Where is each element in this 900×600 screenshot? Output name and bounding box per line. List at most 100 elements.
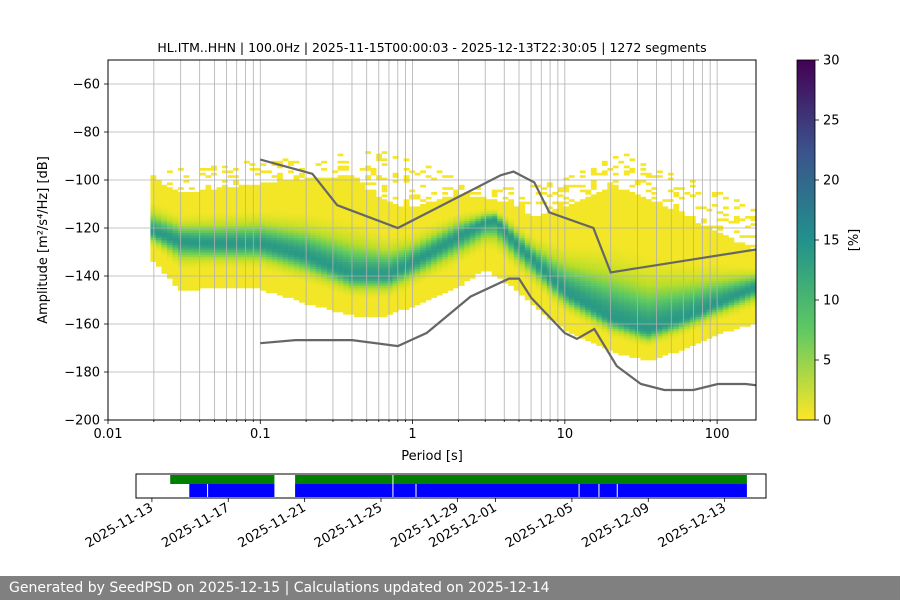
density-cell (623, 242, 630, 246)
density-cell (166, 189, 173, 193)
density-cell (458, 252, 465, 255)
density-cell (656, 324, 663, 327)
density-cell (233, 244, 239, 248)
density-cell (238, 211, 245, 214)
density-cell (398, 283, 404, 286)
density-cell (321, 223, 327, 226)
density-cell (337, 268, 344, 272)
density-cell (398, 278, 404, 282)
density-cell (304, 196, 311, 200)
density-cell (420, 206, 426, 210)
density-cell (656, 333, 663, 337)
density-cell (211, 204, 217, 207)
density-cell (304, 213, 311, 217)
density-cell (425, 228, 432, 231)
density-cell (673, 271, 680, 274)
density-cell (271, 189, 278, 193)
density-cell (337, 264, 344, 267)
density-cell (282, 220, 289, 224)
density-cell (612, 254, 619, 258)
density-cell (458, 232, 465, 236)
density-cell (227, 228, 234, 231)
density-cell (414, 252, 421, 255)
density-cell (249, 213, 256, 217)
density-cell (387, 249, 393, 253)
density-cell (288, 182, 294, 186)
density-cell (271, 268, 278, 272)
density-cell (645, 276, 652, 279)
density-cell (447, 283, 454, 286)
density-cell (585, 259, 592, 262)
density-cell (310, 273, 316, 277)
density-cell (205, 235, 212, 238)
density-cell (640, 180, 647, 183)
density-cell (299, 175, 305, 178)
density-cell (403, 175, 410, 178)
density-cell (579, 280, 586, 284)
density-cell (222, 240, 228, 243)
density-cell (601, 228, 608, 231)
density-cell (502, 276, 509, 279)
density-cell (431, 223, 438, 226)
density-cell (596, 333, 603, 337)
density-cell (244, 184, 250, 188)
density-cell (172, 249, 179, 253)
density-cell (425, 196, 432, 200)
density-cell (640, 352, 647, 356)
density-cell (288, 283, 294, 286)
density-cell (155, 228, 162, 231)
density-cell (277, 273, 283, 277)
density-cell (640, 295, 647, 298)
density-cell (563, 228, 570, 231)
density-cell (618, 208, 625, 212)
density-cell (618, 273, 625, 277)
density-cell (557, 204, 564, 207)
density-cell (188, 225, 195, 229)
density-cell (574, 252, 581, 255)
density-cell (403, 268, 410, 272)
density-cell (519, 247, 526, 250)
density-cell (409, 259, 415, 262)
density-cell (326, 285, 333, 289)
density-cell (315, 204, 322, 207)
density-cell (431, 264, 438, 267)
density-cell (475, 271, 482, 274)
density-cell (255, 271, 261, 274)
density-cell (563, 240, 570, 243)
density-cell (293, 230, 300, 234)
density-cell (299, 288, 305, 291)
density-cell (678, 302, 685, 306)
density-cell (343, 271, 349, 274)
density-cell (216, 199, 223, 202)
density-cell (656, 213, 663, 217)
density-cell (629, 338, 636, 342)
density-cell (166, 228, 173, 231)
density-cell (453, 223, 460, 226)
density-cell (667, 321, 674, 325)
density-cell (409, 196, 415, 200)
density-cell (618, 228, 625, 231)
density-cell (607, 326, 614, 330)
density-cell (431, 228, 438, 231)
density-cell (651, 352, 658, 356)
density-cell (552, 302, 559, 306)
density-cell (260, 235, 267, 238)
density-cell (629, 201, 636, 205)
density-cell (244, 261, 250, 265)
density-cell (299, 204, 305, 207)
density-cell (673, 350, 680, 354)
density-cell (579, 216, 586, 219)
density-cell (535, 228, 542, 231)
density-cell (326, 283, 333, 286)
density-cell (277, 254, 283, 258)
density-cell (271, 216, 278, 219)
density-cell (299, 273, 305, 277)
density-cell (475, 204, 482, 207)
density-cell (612, 192, 619, 195)
density-cell (348, 264, 355, 267)
density-cell (166, 220, 173, 224)
density-cell (288, 285, 294, 289)
density-cell (612, 187, 619, 190)
density-cell (150, 196, 157, 200)
density-cell (579, 201, 586, 205)
